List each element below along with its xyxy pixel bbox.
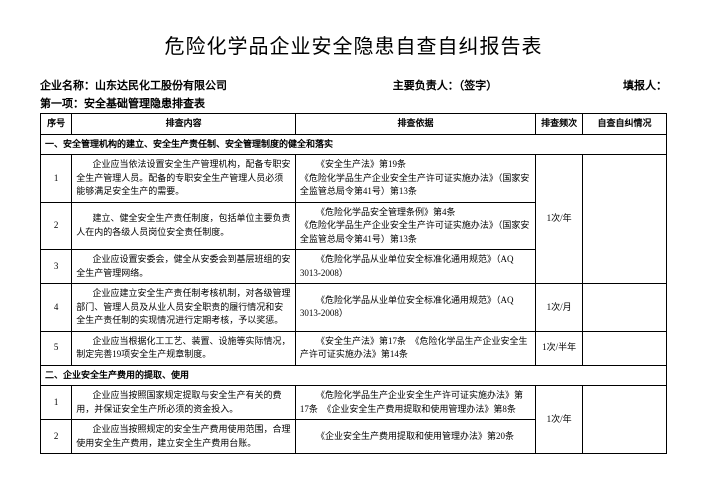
- seq-cell: 1: [41, 155, 72, 203]
- content-cell: 企业应当依法设置安全生产管理机构，配备专职安全生产管理人员。配备的专职安全生产管…: [72, 155, 296, 203]
- basis-cell: 《安全生产法》第17条 《危险化学品生产企业安全生产许可证实施办法》第14条: [295, 331, 535, 365]
- status-cell: [583, 284, 667, 332]
- freq-cell: 1次/年: [536, 386, 583, 454]
- section-title: 二、企业安全生产费用的提取、使用: [41, 365, 667, 386]
- freq-cell: 1次/半年: [536, 331, 583, 365]
- seq-cell: 5: [41, 331, 72, 365]
- filler-field: 填报人：: [623, 77, 667, 93]
- header-seq: 序号: [41, 114, 72, 135]
- header-status: 自查自纠情况: [583, 114, 667, 135]
- seq-cell: 4: [41, 284, 72, 332]
- basis-cell: 《危险化学品从业单位安全标准化通用规范》（AQ 3013-2008）: [295, 284, 535, 332]
- freq-cell: 1次/年: [536, 155, 583, 284]
- table-row: 4企业应建立安全生产责任制考核机制，对各级管理部门、管理人员及从业人员安全职责的…: [41, 284, 667, 332]
- content-cell: 企业应建立安全生产责任制考核机制，对各级管理部门、管理人员及从业人员安全职责的履…: [72, 284, 296, 332]
- status-cell: [583, 155, 667, 284]
- section-header-row: 一、安全管理机构的建立、安全生产责任制、安全管理制度的健全和落实: [41, 134, 667, 155]
- content-cell: 企业应当按照国家规定提取与安全生产有关的费用，并保证安全生产所必须的资金投入。: [72, 386, 296, 420]
- content-cell: 建立、健全安全生产责任制度，包括单位主要负责人在内的各级人员岗位安全责任制度。: [72, 202, 296, 250]
- content-cell: 企业应设置安委会，健全从安委会到基层班组的安全生产管理网络。: [72, 250, 296, 284]
- table-row: 1企业应当按照国家规定提取与安全生产有关的费用，并保证安全生产所必须的资金投入。…: [41, 386, 667, 420]
- section-title: 一、安全管理机构的建立、安全生产责任制、安全管理制度的健全和落实: [41, 134, 667, 155]
- status-cell: [583, 331, 667, 365]
- header-freq: 排查频次: [536, 114, 583, 135]
- responsible-field: 主要负责人：（签字）: [393, 77, 498, 93]
- company-field: 企业名称：山东达民化工股份有限公司: [40, 77, 227, 93]
- content-cell: 企业应当按照规定的安全生产费用使用范围，合理使用安全生产费用，建立安全生产费用台…: [72, 420, 296, 454]
- freq-cell: 1次/月: [536, 284, 583, 332]
- status-cell: [583, 386, 667, 454]
- basis-cell: 《安全生产法》第19条《危险化学品生产企业安全生产许可证实施办法》（国家安全监管…: [295, 155, 535, 203]
- table-header-row: 序号 排查内容 排查依据 排查频次 自查自纠情况: [41, 114, 667, 135]
- basis-cell: 《危险化学品从业单位安全标准化通用规范》（AQ 3013-2008）: [295, 250, 535, 284]
- basis-cell: 《危险化学品生产企业安全生产许可证实施办法》第17条 《企业安全生产费用提取和使…: [295, 386, 535, 420]
- table-row: 1企业应当依法设置安全生产管理机构，配备专职安全生产管理人员。配备的专职安全生产…: [41, 155, 667, 203]
- seq-cell: 3: [41, 250, 72, 284]
- section-header-row: 二、企业安全生产费用的提取、使用: [41, 365, 667, 386]
- company-label: 企业名称：: [40, 80, 95, 92]
- company-name: 山东达民化工股份有限公司: [95, 80, 227, 92]
- inspection-table: 序号 排查内容 排查依据 排查频次 自查自纠情况 一、安全管理机构的建立、安全生…: [40, 113, 667, 454]
- page-title: 危险化学品企业安全隐患自查自纠报告表: [40, 30, 667, 59]
- basis-cell: 《企业安全生产费用提取和使用管理办法》第20条: [295, 420, 535, 454]
- header-content: 排查内容: [72, 114, 296, 135]
- seq-cell: 2: [41, 420, 72, 454]
- header-basis: 排查依据: [295, 114, 535, 135]
- table-row: 5企业应当根据化工工艺、装置、设施等实际情况，制定完善19项安全生产规章制度。《…: [41, 331, 667, 365]
- basis-cell: 《危险化学品安全管理条例》第4条《危险化学品生产企业安全生产许可证实施办法》（国…: [295, 202, 535, 250]
- section-subheader: 第一项：安全基础管理隐患排查表: [40, 95, 667, 111]
- meta-row: 企业名称：山东达民化工股份有限公司 主要负责人：（签字） 填报人：: [40, 77, 667, 93]
- content-cell: 企业应当根据化工工艺、装置、设施等实际情况，制定完善19项安全生产规章制度。: [72, 331, 296, 365]
- seq-cell: 2: [41, 202, 72, 250]
- seq-cell: 1: [41, 386, 72, 420]
